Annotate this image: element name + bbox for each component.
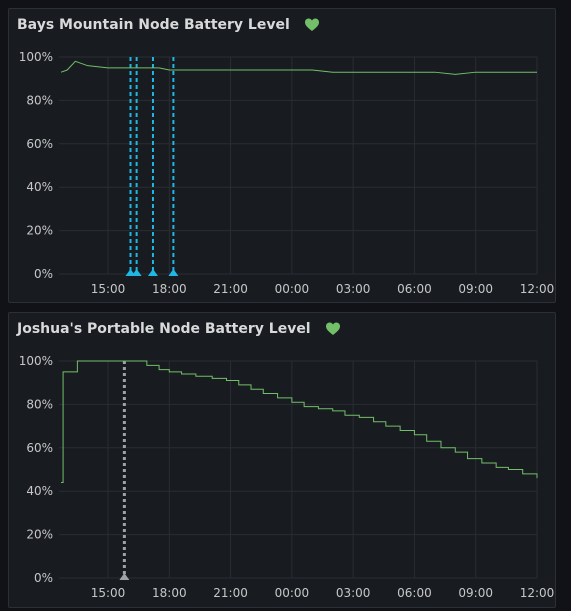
panel-header[interactable]: Bays Mountain Node Battery Level	[9, 9, 555, 41]
x-tick-label: 15:00	[91, 586, 126, 600]
y-tick-label: 40%	[26, 180, 53, 194]
x-tick-label: 12:00	[520, 282, 555, 296]
x-tick-label: 00:00	[275, 282, 310, 296]
y-tick-label: 40%	[26, 484, 53, 498]
y-tick-label: 20%	[26, 528, 53, 542]
battery-chart[interactable]: 0% 20% 40% 60% 80% 100% 15:00 18:00 21:00 00:00 03…	[9, 313, 555, 607]
y-tick-label: 100%	[19, 354, 53, 368]
y-tick-label: 100%	[19, 50, 53, 64]
panel-title: Joshua's Portable Node Battery Level	[17, 321, 311, 337]
panel-joshuas-portable-battery: Joshua's Portable Node Battery Level 0% 2…	[8, 312, 556, 608]
panel-bays-mountain-battery: Bays Mountain Node Battery Level 0% 20% 40…	[8, 8, 556, 303]
y-tick-label: 20%	[26, 224, 53, 238]
x-tick-label: 00:00	[275, 586, 310, 600]
annotation-marker[interactable]	[119, 573, 130, 580]
x-tick-label: 21:00	[213, 586, 248, 600]
annotation-marker[interactable]	[147, 269, 158, 276]
x-tick-label: 03:00	[336, 586, 371, 600]
y-tick-label: 0%	[34, 571, 53, 585]
x-tick-label: 15:00	[91, 282, 126, 296]
series-line[interactable]	[60, 60, 537, 75]
x-tick-label: 21:00	[213, 282, 248, 296]
panel-header[interactable]: Joshua's Portable Node Battery Level	[9, 313, 555, 345]
x-tick-label: 06:00	[397, 282, 432, 296]
y-tick-label: 60%	[26, 137, 53, 151]
y-tick-label: 80%	[26, 397, 53, 411]
series-line[interactable]	[61, 360, 538, 484]
x-tick-label: 12:00	[520, 586, 555, 600]
annotation-marker[interactable]	[168, 269, 179, 276]
x-tick-label: 06:00	[397, 586, 432, 600]
battery-chart[interactable]: 0% 20% 40% 60% 80% 100% 15:00 18:00 21:00 00:00 03…	[9, 9, 555, 302]
y-tick-label: 60%	[26, 441, 53, 455]
annotation-marker[interactable]	[131, 269, 142, 276]
panel-title: Bays Mountain Node Battery Level	[17, 17, 290, 33]
x-tick-label: 09:00	[458, 586, 493, 600]
x-tick-label: 09:00	[458, 282, 493, 296]
x-tick-label: 18:00	[152, 586, 187, 600]
y-tick-label: 80%	[26, 93, 53, 107]
x-tick-label: 03:00	[336, 282, 371, 296]
y-tick-label: 0%	[34, 267, 53, 281]
x-tick-label: 18:00	[152, 282, 187, 296]
heart-icon[interactable]	[304, 17, 320, 33]
heart-icon[interactable]	[325, 321, 341, 337]
